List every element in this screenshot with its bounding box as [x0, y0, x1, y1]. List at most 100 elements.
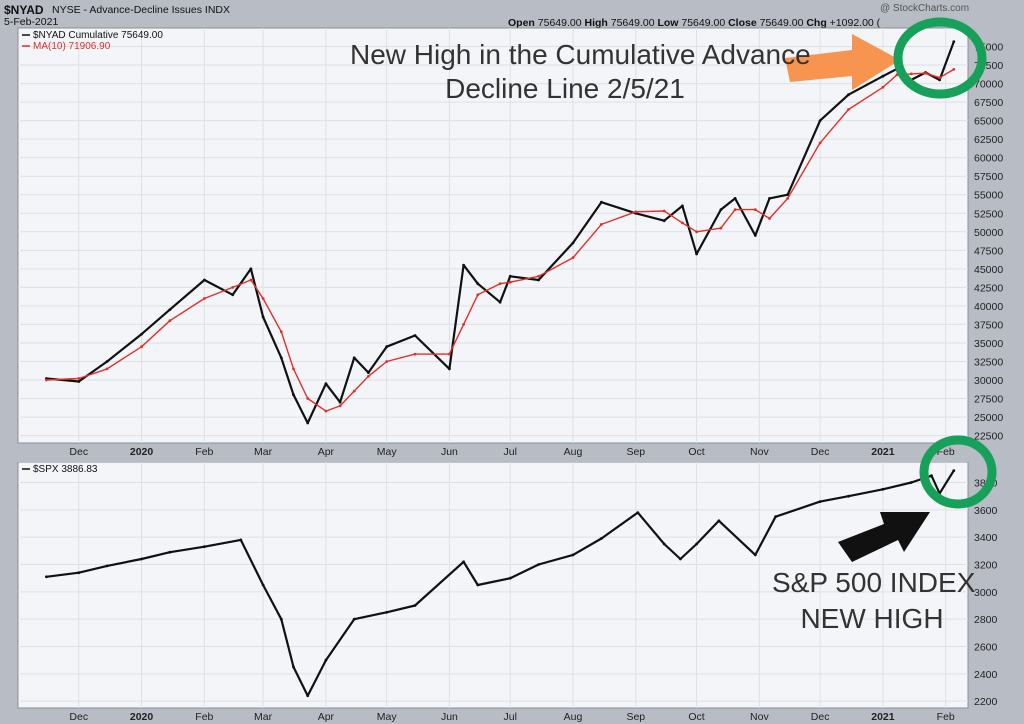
data-point: [462, 560, 465, 564]
high-value: 75649.00: [610, 17, 655, 29]
data-point: [385, 360, 389, 363]
x-tick-label: Jun: [441, 446, 458, 458]
data-point: [537, 563, 540, 566]
legend-entry: $NYAD Cumulative 75649.00: [33, 30, 163, 41]
data-point: [753, 208, 757, 212]
y-tick-label: 72500: [974, 60, 1003, 72]
x-tick-label: Oct: [688, 446, 704, 458]
data-point: [413, 604, 417, 607]
x-tick-label: Oct: [688, 711, 704, 723]
top-annotation-line2: Decline Line 2/5/21: [445, 73, 685, 104]
data-point: [909, 72, 913, 76]
data-point: [786, 197, 790, 200]
data-point: [45, 378, 48, 382]
x-tick-label: Feb: [937, 711, 955, 723]
close-value: 75649.00: [759, 17, 804, 29]
data-point: [261, 315, 265, 319]
data-point: [634, 210, 638, 214]
y-tick-label: 47500: [974, 245, 1003, 257]
x-tick-label: Jul: [503, 446, 516, 458]
high-label: High: [584, 17, 608, 29]
y-tick-label: 60000: [974, 153, 1003, 165]
data-point: [719, 226, 723, 230]
data-point: [847, 93, 850, 97]
data-point: [306, 694, 310, 698]
spx-chart: 2200 2400 2600 2800 3000 3200 3400 3600 3800 Dec 2…: [17, 462, 998, 723]
x-tick-label: Feb: [937, 446, 955, 458]
x-tick-label: Sep: [626, 446, 645, 458]
x-tick-label: Mar: [254, 711, 273, 723]
data-point: [476, 293, 480, 297]
data-point: [105, 367, 109, 371]
x-tick-label: Feb: [195, 711, 213, 723]
y-tick-label: 50000: [974, 227, 1003, 239]
data-point: [847, 108, 850, 111]
nyad-chart: 22500 25000 27500 30000 32500 35000 37500 40000…: [17, 27, 1003, 458]
data-point: [508, 280, 512, 284]
x-tick-label: May: [377, 446, 398, 458]
data-point: [952, 469, 956, 472]
data-point: [930, 474, 933, 478]
data-point: [881, 487, 885, 491]
data-point: [498, 300, 502, 304]
chart-date: 5-Feb-2021: [4, 16, 59, 28]
data-point: [324, 382, 328, 386]
data-point: [571, 241, 575, 245]
ohlc-readout: Open 75649.00 High 75649.00 Low 75649.00…: [508, 17, 880, 29]
data-point: [679, 557, 682, 561]
data-point: [462, 323, 465, 326]
x-tick-label: Jul: [503, 711, 516, 723]
y-tick-label: 2200: [974, 696, 998, 708]
data-point: [140, 332, 144, 336]
data-point: [77, 380, 81, 383]
data-point: [352, 617, 356, 621]
y-tick-label: 27500: [974, 394, 1003, 406]
data-point: [140, 345, 144, 349]
watermark: @ StockCharts.com: [880, 3, 970, 14]
y-tick-label: 2400: [974, 669, 998, 681]
legend-entry: $SPX 3886.83: [33, 464, 98, 475]
data-point: [600, 537, 603, 540]
top-annotation: New High in the Cumulative Advance Decli…: [350, 38, 811, 106]
data-point: [924, 71, 927, 75]
y-tick-label: 42500: [974, 282, 1003, 294]
y-tick-label: 40000: [974, 301, 1003, 313]
data-point: [818, 500, 822, 503]
data-point: [662, 209, 666, 213]
data-point: [249, 278, 253, 282]
x-tick-label: Aug: [564, 446, 583, 458]
x-tick-label: 2021: [871, 711, 895, 723]
data-point: [77, 571, 81, 575]
y-tick-label: 30000: [974, 375, 1003, 387]
data-point: [203, 297, 206, 300]
data-point: [636, 511, 640, 514]
data-point: [909, 481, 913, 484]
x-tick-label: Mar: [254, 446, 273, 458]
y-tick-label: 62500: [974, 134, 1003, 146]
data-point: [571, 256, 575, 260]
data-point: [476, 282, 480, 286]
x-tick-label: Dec: [811, 711, 830, 723]
data-point: [681, 204, 684, 208]
y-tick-label: 70000: [974, 79, 1003, 91]
data-point: [385, 345, 389, 349]
data-point: [508, 274, 512, 278]
data-point: [292, 665, 295, 669]
low-value: 75649.00: [681, 17, 726, 29]
data-point: [413, 352, 417, 356]
y-tick-label: 35000: [974, 338, 1003, 350]
y-tick-label: 25000: [974, 412, 1003, 424]
x-tick-label: Dec: [811, 446, 830, 458]
x-tick-label: Sep: [626, 711, 645, 723]
data-point: [774, 515, 777, 519]
data-point: [938, 76, 941, 80]
x-tick-label: May: [377, 711, 398, 723]
y-tick-label: 37500: [974, 319, 1003, 331]
data-point: [292, 367, 295, 371]
data-point: [292, 393, 295, 397]
y-tick-label: 3600: [974, 505, 998, 517]
data-point: [717, 519, 721, 523]
data-point: [231, 286, 235, 289]
data-point: [938, 492, 941, 495]
